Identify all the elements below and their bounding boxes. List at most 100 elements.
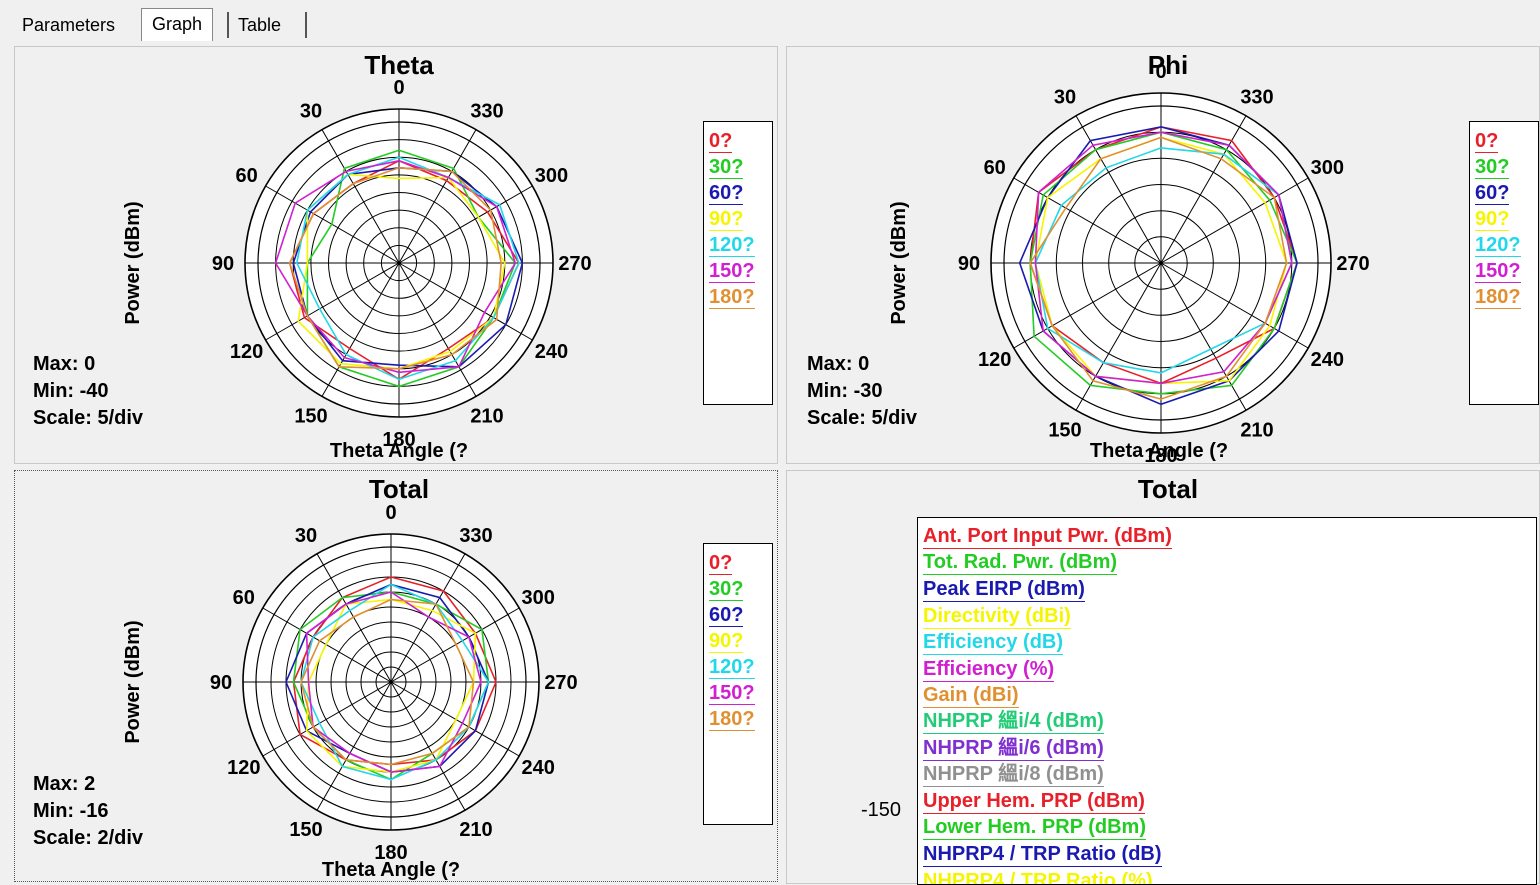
angle-tick-label: 30	[295, 525, 317, 547]
polar-grid-spoke	[316, 553, 392, 683]
summary-item: NHPRP 縕i/8 (dBm)	[923, 763, 1104, 787]
series-line	[288, 167, 503, 370]
scale-value: Scale: 5/div	[33, 407, 144, 429]
angle-tick-label: 210	[459, 819, 492, 841]
min-value: Min: -16	[33, 800, 109, 822]
chart-legend: 0? 30? 60? 90? 120? 150? 180?	[1469, 121, 1539, 405]
min-value: Min: -30	[807, 380, 883, 402]
angle-tick-label: 60	[233, 587, 255, 609]
angle-tick-label: 150	[294, 405, 327, 427]
max-value: Max: 0	[33, 353, 96, 375]
legend-item: 0?	[709, 552, 733, 575]
scale-value: Scale: 5/div	[807, 407, 918, 429]
summary-item: NHPRP 縕i/6 (dBm)	[923, 737, 1104, 761]
legend-item: 150?	[709, 682, 755, 705]
angle-tick-label: 210	[1240, 419, 1273, 441]
polar-grid-spoke	[398, 129, 477, 264]
legend-item: 180?	[709, 708, 755, 731]
angle-tick-label: 90	[210, 672, 232, 694]
polar-grid-spoke	[262, 607, 392, 683]
angle-tick-label: 180	[382, 429, 415, 451]
polar-grid-spoke	[1013, 262, 1162, 349]
x-axis-label: Theta Angle (?	[330, 440, 468, 462]
summary-item: Efficiency (%)	[923, 658, 1055, 682]
chart-legend: 0? 30? 60? 90? 120? 150? 180?	[703, 121, 773, 405]
polar-grid-spoke	[398, 262, 533, 341]
polar-grid-spoke	[390, 681, 466, 811]
series-line	[305, 591, 482, 773]
legend-item: 0?	[709, 130, 733, 153]
angle-tick-label: 240	[535, 341, 568, 363]
legend-item: 30?	[709, 578, 744, 601]
angle-tick-label: 30	[1054, 87, 1076, 109]
legend-item: 60?	[709, 182, 744, 205]
polar-grid-spoke	[390, 607, 520, 683]
summary-item: Lower Hem. PRP (dBm)	[923, 816, 1146, 840]
angle-tick-label: 0	[385, 502, 396, 524]
scale-value: Scale: 2/div	[33, 827, 144, 849]
series-line	[1029, 136, 1288, 400]
legend-item: 60?	[1475, 182, 1510, 205]
angle-tick-label: 240	[522, 757, 555, 779]
legend-item: 90?	[709, 208, 744, 231]
tab-bar: Parameters Graph Table	[0, 0, 1540, 44]
tab-divider	[227, 12, 229, 38]
angle-tick-label: 330	[470, 101, 503, 123]
tab-graph[interactable]: Graph	[141, 8, 214, 41]
series-line	[300, 583, 490, 781]
angle-tick-label: 300	[522, 587, 555, 609]
axis-value: -150	[861, 799, 902, 821]
polar-grid-spoke	[316, 681, 392, 811]
summary-item: Tot. Rad. Pwr. (dBm)	[923, 551, 1118, 575]
legend-item: 120?	[709, 656, 755, 679]
max-value: Max: 0	[807, 353, 870, 375]
min-value: Min: -40	[33, 380, 109, 402]
chart-title: Phi	[1148, 50, 1188, 80]
tab-table[interactable]: Table	[238, 15, 282, 35]
angle-tick-label: 180	[1144, 445, 1177, 463]
angle-tick-label: 60	[235, 165, 257, 187]
legend-item: 150?	[1475, 260, 1521, 283]
phi-chart-panel: Phi 0 330 300 270 240 210 180 150 120 90 60 30 Powe…	[786, 46, 1540, 464]
angle-tick-label: 150	[1048, 419, 1081, 441]
legend-item: 120?	[709, 234, 755, 257]
polar-grid-spoke	[265, 262, 400, 341]
series-line	[300, 598, 475, 766]
angle-tick-label: 150	[289, 819, 322, 841]
y-axis-label: Power (dBm)	[122, 620, 144, 743]
angle-tick-label: 330	[459, 525, 492, 547]
chart-legend: 0? 30? 60? 90? 120? 150? 180?	[703, 543, 773, 825]
angle-tick-label: 180	[374, 842, 407, 864]
polar-grid-spoke	[398, 185, 533, 264]
legend-item: 150?	[709, 260, 755, 283]
total-chart-panel[interactable]: Total 0 330 300 270 240 210 180 150 120 90 60 30 Po…	[14, 470, 778, 882]
angle-tick-label: 240	[1311, 349, 1344, 371]
summary-item: Ant. Port Input Pwr. (dBm)	[923, 525, 1172, 549]
legend-item: 180?	[709, 286, 755, 309]
tab-parameters[interactable]: Parameters	[22, 15, 116, 35]
theta-polar-chart: Theta 0 330 300 270 240 210 180 150 120 90 60 30 Po…	[122, 50, 592, 462]
summary-item: Efficiency (dB)	[923, 631, 1064, 655]
tab-divider	[305, 12, 307, 38]
legend-item: 60?	[709, 604, 744, 627]
legend-item: 30?	[709, 156, 744, 179]
angle-tick-label: 60	[984, 157, 1006, 179]
theta-chart-panel: Theta 0 330 300 270 240 210 180 150 120 90 60 30 Po…	[14, 46, 778, 464]
series-line	[1029, 131, 1298, 395]
legend-item: 0?	[1475, 130, 1499, 153]
summary-item: NHPRP4 / TRP Ratio (dB)	[923, 843, 1162, 867]
phi-polar-chart: Phi 0 330 300 270 240 210 180 150 120 90 60 30 Powe…	[888, 50, 1370, 463]
legend-item: 90?	[1475, 208, 1510, 231]
summary-title: Total	[1137, 474, 1199, 504]
angle-tick-label: 270	[544, 672, 577, 694]
angle-tick-label: 90	[958, 253, 980, 275]
summary-item: Directivity (dBi)	[923, 605, 1071, 629]
summary-item: Gain (dBi)	[923, 684, 1019, 708]
summary-item: NHPRP4 / TRP Ratio (%)	[923, 869, 1153, 884]
angle-tick-label: 300	[1311, 157, 1344, 179]
summary-item: NHPRP 縕i/4 (dBm)	[923, 710, 1104, 734]
angle-tick-label: 30	[300, 101, 322, 123]
chart-title: Total	[369, 474, 429, 504]
polar-grid-spoke	[1160, 177, 1309, 264]
polar-grid-spoke	[262, 681, 392, 757]
